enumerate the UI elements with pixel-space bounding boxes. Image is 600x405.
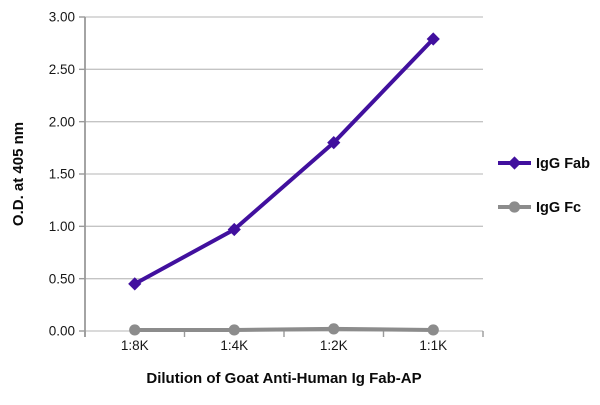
series-line-igg-fab (133, 37, 435, 286)
igg-fab-diamond-marker (426, 32, 440, 46)
x-axis-title: Dilution of Goat Anti-Human Ig Fab-AP (146, 370, 421, 387)
igg-fc-circle-marker (228, 324, 240, 336)
igg-fc-circle-marker (427, 324, 439, 336)
data-series (128, 32, 440, 336)
igg-fab-diamond-marker (227, 222, 241, 237)
x-tick-label: 1:8K (121, 338, 149, 353)
y-tick-label: 0.00 (49, 324, 75, 339)
x-tick-label: 1:1K (419, 338, 447, 353)
legend-label-igg-fc: IgG Fc (536, 200, 581, 216)
series-line-igg-fc (134, 326, 434, 332)
y-tick-label: 3.00 (49, 10, 75, 25)
x-tick-label: 1:2K (320, 338, 348, 353)
y-tick-label: 0.50 (49, 271, 75, 286)
axes (79, 16, 484, 337)
igg-fab-diamond-marker (128, 277, 142, 291)
legend-item-igg-fab: IgG Fab (498, 156, 590, 172)
igg-fab-diamond-marker (327, 136, 341, 150)
series-igg-fab (128, 32, 440, 291)
legend-label-igg-fab: IgG Fab (536, 156, 590, 172)
y-tick-label: 1.50 (49, 167, 75, 182)
y-tick-label: 2.00 (49, 114, 75, 129)
series-igg-fc (129, 323, 439, 336)
gridlines (85, 16, 483, 332)
y-tick-label: 2.50 (49, 62, 75, 77)
igg-fc-circle-marker (328, 323, 340, 335)
igg-fc-circle-marker (129, 324, 141, 336)
legend-igg-fc-circle-marker (508, 201, 521, 213)
legend-igg-fab-diamond-marker (507, 156, 522, 170)
legend-item-igg-fc: IgG Fc (498, 200, 581, 216)
x-tick-label: 1:4K (220, 338, 248, 353)
tick-labels: 0.00 0.50 1.00 1.50 2.00 2.50 3.00 1:8K 1:4K 1:2K… (49, 10, 447, 353)
legend: IgG Fab IgG Fc (498, 156, 590, 216)
y-tick-label: 1.00 (49, 219, 75, 234)
y-axis-title: O.D. at 405 nm (10, 122, 27, 226)
